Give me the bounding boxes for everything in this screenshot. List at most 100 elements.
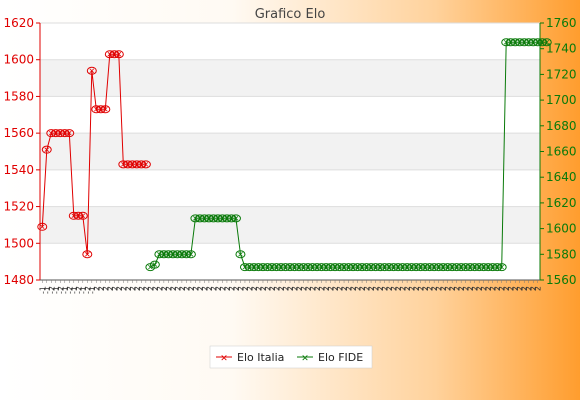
y-right-tick-label: 1760 [546,16,577,30]
x-tick-label: 2 [358,286,367,291]
y-left-tick-label: 1480 [3,273,34,287]
x-tick-label: 2 [178,286,187,291]
x-tick-label: -1 [88,286,97,294]
x-tick-label: 2 [196,286,205,291]
data-point-marker [544,39,550,45]
x-tick-label: 2 [399,286,408,291]
x-tick-label: 2 [272,286,281,291]
data-point-marker [103,106,108,112]
y-right-tick-label: 1660 [546,145,577,159]
data-point-marker [44,147,50,152]
x-tick-label: 2 [286,286,295,291]
y-right-tick-label: 1580 [546,247,577,261]
data-point-marker [89,68,95,74]
x-tick-label: 2 [313,286,322,291]
x-tick-label: 2 [187,286,196,291]
x-tick-label: 2 [254,286,263,291]
x-tick-label: 2 [327,286,336,291]
x-tick-label: 2 [232,286,241,291]
x-tick-label: 2 [448,286,457,291]
x-tick-label: -2 [47,286,56,294]
data-point-circle [496,263,507,272]
y-left-tick-label: 1620 [3,16,34,30]
legend-marker-italia: ✕ [220,354,228,364]
x-tick-label: 2 [295,286,304,291]
x-tick-label: 2 [489,286,498,291]
x-tick-label: 2 [173,286,182,291]
data-point-marker [143,162,149,167]
x-tick-label: -1 [38,286,47,294]
x-tick-label: 2 [155,286,164,291]
x-tick-label: -2 [83,286,92,294]
x-tick-label: 2 [345,286,354,291]
x-tick-label: 2 [124,286,133,291]
x-tick-label: 2 [277,286,286,291]
chart-title: Grafico Elo [255,7,326,22]
x-tick-label: 2 [493,286,502,291]
series-elo-italia [37,50,151,259]
data-point-marker [116,51,122,57]
y-right-tick-label: 1740 [546,42,577,56]
x-tick-label: 2 [128,286,137,291]
x-tick-label: 2 [480,286,489,291]
data-point-marker [238,252,243,257]
x-tick-label: 2 [205,286,214,291]
data-point-circle [140,160,151,169]
x-tick-label: 2 [462,286,471,291]
x-tick-label: 2 [236,286,245,291]
x-tick-label: 2 [241,286,250,291]
x-tick-label: 2 [169,286,178,291]
x-tick-label: 2 [336,286,345,291]
y-left-tick-label: 1600 [3,53,34,67]
y-right-tick-label: 1600 [546,222,577,236]
x-tick-label: 2 [372,286,381,291]
legend-box [209,345,373,369]
y-left-tick-label: 1500 [3,236,34,250]
y-left-tick-label: 1540 [3,163,34,177]
data-point-circle [230,214,241,223]
x-tick-label: 2 [471,286,480,291]
x-tick-label: 2 [191,286,200,291]
x-tick-label: 2 [435,286,444,291]
data-point-marker [188,252,194,257]
data-point-circle [41,145,52,154]
data-point-circle [113,50,124,59]
x-tick-label: 2 [281,286,290,291]
x-tick-label: 2 [394,286,403,291]
y-right-tick-label: 1620 [546,196,577,210]
x-tick-label: 2 [385,286,394,291]
x-tick-label: 2 [484,286,493,291]
x-tick-label: 2 [200,286,209,291]
data-point-marker [66,130,72,136]
x-tick-label: 2 [534,286,543,291]
x-tick-label: 2 [137,286,146,291]
x-tick-label: 2 [223,286,232,291]
plot-band [40,133,540,170]
x-tick-label: -1 [52,286,61,294]
data-point-circle [149,260,160,269]
x-tick-label: 2 [268,286,277,291]
x-tick-label: 2 [318,286,327,291]
x-tick-label: 2 [110,286,119,291]
x-tick-label: 2 [376,286,385,291]
series-line [41,53,146,255]
series-elo-fide [145,38,552,272]
x-tick-label: 2 [101,286,110,291]
x-tick-label: 2 [511,286,520,291]
x-tick-label: 2 [520,286,529,291]
x-tick-label: 2 [381,286,390,291]
x-tick-label: 2 [160,286,169,291]
x-tick-label: 2 [412,286,421,291]
x-tick-label: 2 [218,286,227,291]
data-point-marker [152,262,158,267]
x-tick-label: 2 [151,286,160,291]
x-tick-label: 2 [263,286,272,291]
data-point-marker [148,264,153,270]
x-tick-label: 2 [390,286,399,291]
plot-band [40,206,540,244]
data-point-marker [39,224,45,230]
x-tick-label: 2 [259,286,268,291]
legend: ✕ Elo Italia ✕ Elo FIDE [209,345,373,369]
y-right-tick-label: 1720 [546,67,577,81]
